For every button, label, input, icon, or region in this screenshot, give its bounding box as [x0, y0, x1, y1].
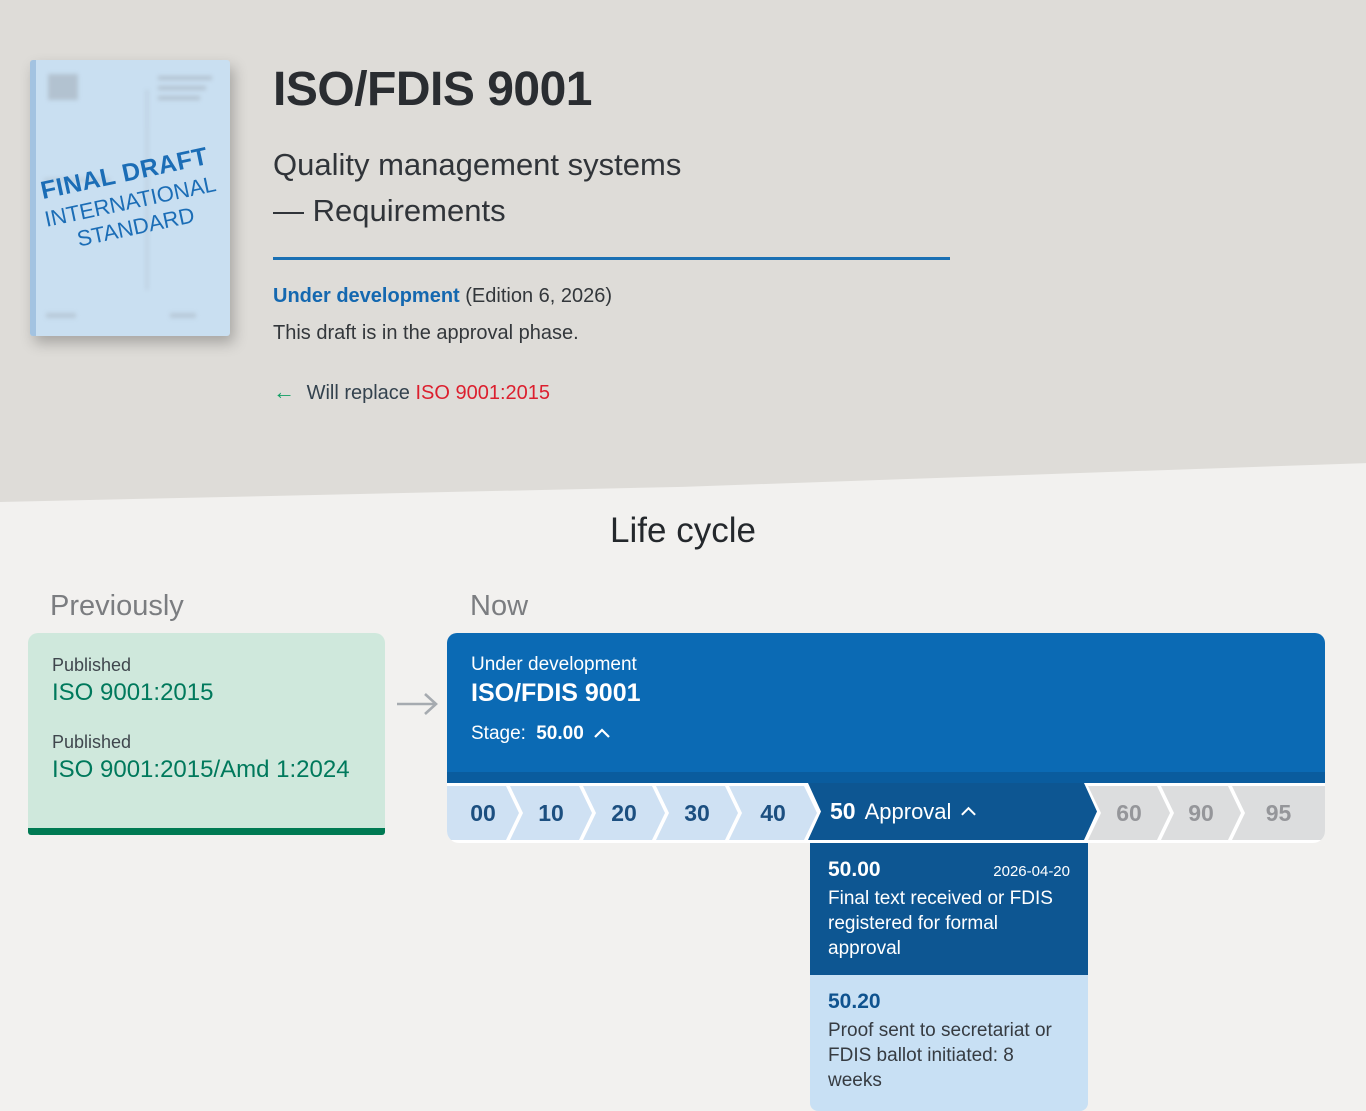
publish-status-label: Published [52, 732, 132, 752]
hero-body: ISO/FDIS 9001 Quality management systems… [273, 62, 973, 405]
replace-prefix: Will replace [306, 382, 410, 405]
arrow-left-icon: ← [273, 379, 295, 405]
standard-link[interactable]: ISO 9001:2015 [52, 679, 214, 706]
stage-value-toggle[interactable]: 50.00 [531, 723, 611, 744]
page-title: ISO/FDIS 9001 [273, 63, 592, 116]
stage-code: 10 [538, 799, 564, 826]
substage-description: Proof sent to secretariat or FDIS ballot… [828, 1020, 1052, 1091]
published-standard-entry: Published ISO 9001:2015 [52, 655, 361, 707]
substage-dropdown: 50.00 2026-04-20 Final text received or … [810, 843, 1088, 1111]
stage-segment-40: 40 [729, 786, 817, 840]
stage-code: 30 [684, 799, 710, 826]
chevron-up-icon [960, 806, 977, 817]
stage-name: Approval [864, 798, 952, 824]
stage-segment-20: 20 [583, 786, 665, 840]
subtitle-line-2: — Requirements [273, 192, 506, 228]
stage-segment-30: 30 [656, 786, 738, 840]
stage-segment-00: 00 [447, 786, 519, 840]
standard-subtitle: Quality management systems — Requirement… [273, 142, 973, 233]
iso-logo-placeholder [48, 74, 78, 100]
arrow-right-icon [397, 693, 438, 715]
now-card-bottom-strip [447, 772, 1325, 783]
stage-row: Stage: 50.00 [471, 723, 1301, 745]
cover-spine [30, 60, 36, 336]
stage-segment-90: 90 [1161, 786, 1241, 840]
now-standard-name: ISO/FDIS 9001 [471, 679, 641, 707]
stage-label: Stage: [471, 723, 526, 744]
stage-segment-95: 95 [1232, 786, 1325, 840]
previously-label: Previously [50, 590, 184, 622]
blue-divider [273, 257, 950, 261]
status-edition: (Edition 6, 2026) [465, 285, 613, 308]
substage-date: 2026-04-20 [993, 863, 1070, 880]
stage-code: 95 [1265, 799, 1292, 826]
stage-segment-60: 60 [1088, 786, 1170, 840]
stage-code: 50 [830, 798, 856, 824]
substage-description: Final text received or FDIS registered f… [828, 888, 1053, 959]
stage-code: 00 [470, 799, 496, 826]
substage-code: 50.00 [828, 858, 881, 881]
standard-link[interactable]: ISO 9001:2015/Amd 1:2024 [52, 756, 350, 783]
replaces-line: ← Will replace ISO 9001:2015 [273, 379, 973, 405]
lifecycle-heading: Life cycle [610, 511, 756, 550]
stage-segment-50[interactable]: 50 Approval [808, 783, 1097, 840]
publish-status-label: Published [52, 655, 132, 675]
status-under-development-link[interactable]: Under development [273, 285, 460, 308]
stage-code: 20 [611, 799, 637, 826]
previously-card: Published ISO 9001:2015 Published ISO 90… [28, 633, 385, 835]
now-label: Now [470, 590, 529, 622]
substage-card: 50.00 2026-04-20 Final text received or … [810, 843, 1088, 975]
cover-watermark: FINAL DRAFT INTERNATIONAL STANDARD [30, 136, 230, 263]
published-standard-entry: Published ISO 9001:2015/Amd 1:2024 [52, 732, 361, 784]
subtitle-line-1: Quality management systems [273, 147, 682, 183]
now-card: Under development ISO/FDIS 9001 Stage: 5… [447, 633, 1325, 772]
chevron-up-icon [593, 728, 610, 738]
stage-code: 90 [1188, 799, 1214, 826]
stage-code: 40 [760, 799, 786, 826]
now-status: Under development [471, 654, 637, 675]
phase-note: This draft is in the approval phase. [273, 322, 579, 345]
substage-code: 50.20 [828, 990, 881, 1013]
stage-code: 60 [1116, 799, 1142, 826]
stage-segment-10: 10 [510, 786, 592, 840]
substage-card: 50.20 Proof sent to secretariat or FDIS … [810, 975, 1088, 1111]
standard-cover-thumbnail[interactable]: FINAL DRAFT INTERNATIONAL STANDARD [30, 60, 230, 336]
replaced-standard-link[interactable]: ISO 9001:2015 [415, 382, 551, 405]
stage-bar: 00 10 20 30 40 50 Approval 60 90 95 [447, 783, 1325, 843]
status-line: Under development (Edition 6, 2026) [273, 285, 973, 308]
stage-value: 50.00 [536, 723, 584, 744]
